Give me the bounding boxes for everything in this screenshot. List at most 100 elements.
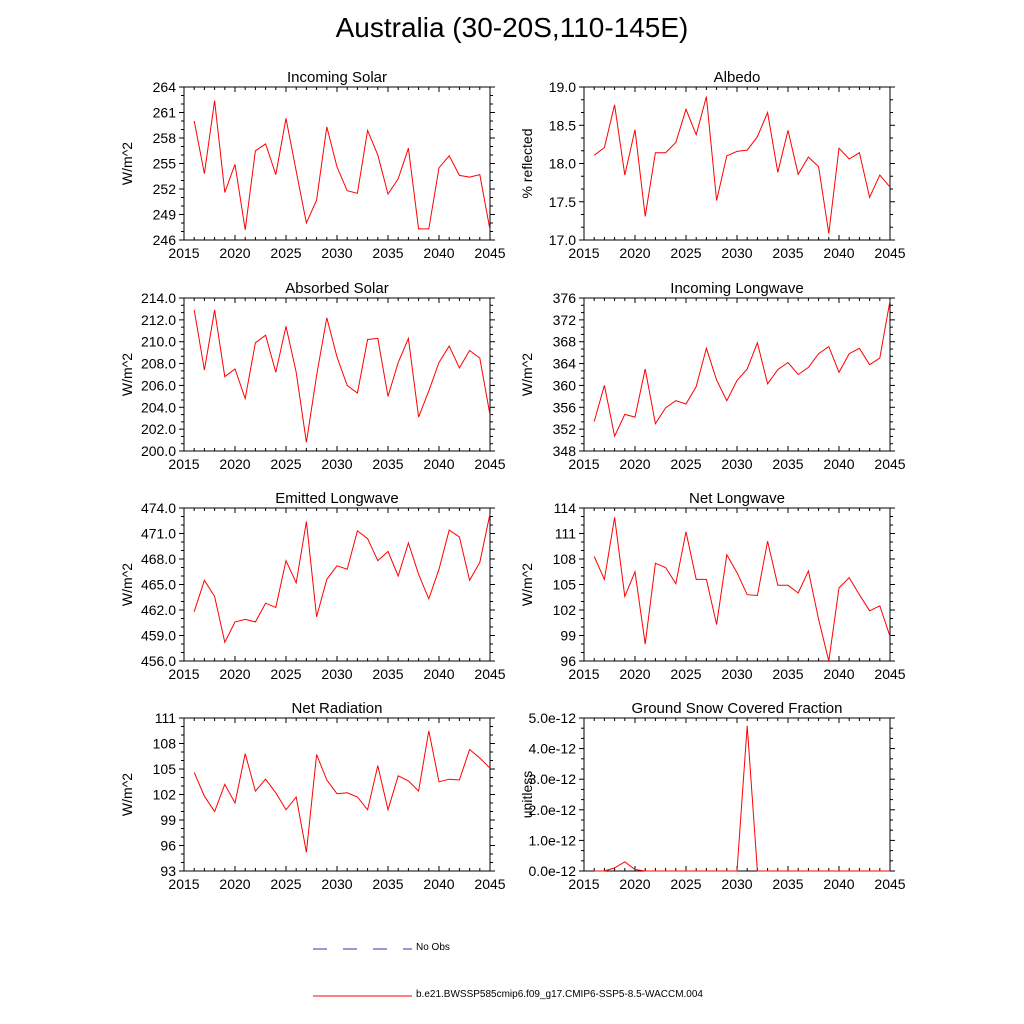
x-tick-label: 2025: [270, 666, 301, 682]
y-tick-label: 2.0e-12: [529, 802, 577, 818]
chart-panel: Net Radiation 2015 2020 2025 2030 2035 2040 204…: [119, 700, 506, 892]
y-axis-label: unitless: [519, 771, 535, 818]
y-tick-label: 471.0: [141, 526, 176, 542]
panel-title: Net Radiation: [292, 700, 383, 717]
y-tick-label: 111: [155, 710, 176, 726]
panel-title: Net Longwave: [689, 490, 785, 507]
y-tick-label: 210.0: [141, 334, 176, 350]
plot-frame: [583, 297, 891, 452]
y-tick-label: 96: [160, 838, 176, 854]
x-tick-label: 2025: [670, 666, 701, 682]
x-tick-label: 2015: [168, 456, 199, 472]
y-tick-label: 255: [153, 156, 177, 172]
y-tick-label: 17.0: [549, 232, 576, 248]
chart-panel: Incoming Longwave 2015 2020 2025 2030 2035 204…: [519, 280, 906, 472]
y-axis-label: W/m^2: [119, 142, 135, 185]
series-line: [193, 513, 491, 644]
x-tick-label: 2035: [772, 876, 803, 892]
x-tick-label: 2045: [474, 876, 505, 892]
y-tick-label: 96: [560, 653, 576, 669]
x-tick-label: 2030: [721, 456, 752, 472]
plot-frame: [583, 717, 891, 872]
y-axis-label: W/m^2: [119, 563, 135, 606]
x-tick-label: 2015: [168, 876, 199, 892]
x-tick-label: 2045: [874, 456, 905, 472]
series-line: [593, 96, 891, 234]
x-tick-label: 2025: [270, 456, 301, 472]
x-tick-label: 2030: [321, 666, 352, 682]
y-tick-label: 459.0: [141, 628, 176, 644]
series-line: [593, 517, 891, 662]
y-tick-label: 465.0: [141, 577, 176, 593]
y-tick-label: 0.0e-12: [529, 863, 577, 879]
x-tick-label: 2020: [219, 666, 250, 682]
x-tick-label: 2020: [219, 245, 250, 261]
chart-panel: Emitted Longwave 2015 2020 2025 2030 2035 2040…: [119, 490, 506, 682]
x-tick-label: 2025: [670, 245, 701, 261]
y-tick-label: 99: [560, 628, 576, 644]
x-tick-label: 2035: [772, 666, 803, 682]
x-tick-label: 2020: [619, 456, 650, 472]
y-tick-label: 368: [553, 334, 577, 350]
x-tick-label: 2030: [321, 245, 352, 261]
x-tick-label: 2025: [270, 245, 301, 261]
page-title: Australia (30-20S,110-145E): [335, 12, 689, 43]
y-tick-label: 356: [553, 399, 577, 415]
x-tick-label: 2040: [423, 456, 454, 472]
chart-panel: Incoming Solar 2015 2020 2025 2030 2035 2040 20…: [119, 69, 506, 261]
plot-frame: [183, 507, 491, 662]
y-tick-label: 462.0: [141, 602, 176, 618]
y-tick-label: 364: [553, 356, 577, 372]
legend-obs-label: No Obs: [416, 942, 450, 953]
x-tick-label: 2040: [823, 456, 854, 472]
y-tick-label: 468.0: [141, 551, 176, 567]
series-line: [593, 300, 891, 438]
y-tick-label: 18.0: [549, 156, 576, 172]
y-tick-label: 108: [553, 551, 577, 567]
x-tick-label: 2045: [474, 245, 505, 261]
y-axis-label: W/m^2: [119, 773, 135, 816]
y-tick-label: 206.0: [141, 377, 176, 393]
y-tick-label: 1.0e-12: [529, 832, 577, 848]
panel-title: Absorbed Solar: [285, 280, 388, 297]
x-tick-label: 2025: [670, 876, 701, 892]
y-tick-label: 4.0e-12: [529, 741, 577, 757]
y-tick-label: 17.5: [549, 194, 576, 210]
y-tick-label: 258: [153, 130, 177, 146]
x-tick-label: 2035: [772, 245, 803, 261]
x-tick-label: 2030: [321, 876, 352, 892]
y-tick-label: 246: [153, 232, 177, 248]
y-tick-label: 19.0: [549, 79, 576, 95]
x-tick-label: 2015: [568, 456, 599, 472]
plot-frame: [183, 86, 491, 241]
chart-panel: Absorbed Solar 2015 2020 2025 2030 2035 2040 20…: [119, 280, 506, 472]
panel-title: Incoming Longwave: [670, 280, 803, 297]
x-tick-label: 2040: [423, 245, 454, 261]
x-tick-label: 2045: [474, 456, 505, 472]
panel-title: Incoming Solar: [287, 69, 387, 86]
y-tick-label: 376: [553, 290, 577, 306]
y-tick-label: 214.0: [141, 290, 176, 306]
x-tick-label: 2020: [219, 876, 250, 892]
chart-panel: Net Longwave 2015 2020 2025 2030 2035 2040 2045…: [519, 490, 906, 682]
x-tick-label: 2040: [823, 666, 854, 682]
y-tick-label: 3.0e-12: [529, 771, 577, 787]
y-tick-label: 264: [153, 79, 177, 95]
y-tick-label: 200.0: [141, 443, 176, 459]
x-tick-label: 2030: [321, 456, 352, 472]
y-tick-label: 352: [553, 421, 577, 437]
y-axis-label: W/m^2: [119, 353, 135, 396]
y-axis-label: W/m^2: [519, 563, 535, 606]
x-tick-label: 2035: [372, 666, 403, 682]
plot-frame: [583, 86, 891, 241]
y-tick-label: 249: [153, 207, 177, 223]
x-tick-label: 2040: [423, 876, 454, 892]
y-axis-label: % reflected: [519, 128, 535, 198]
y-tick-label: 102: [153, 787, 177, 803]
series-line: [594, 725, 890, 872]
x-tick-label: 2015: [168, 245, 199, 261]
chart-panel: Albedo 2015 2020 2025 2030 2035 2040 2045 17.0 17…: [519, 69, 906, 261]
x-tick-label: 2015: [568, 245, 599, 261]
x-tick-label: 2030: [721, 666, 752, 682]
plot-frame: [183, 297, 491, 452]
